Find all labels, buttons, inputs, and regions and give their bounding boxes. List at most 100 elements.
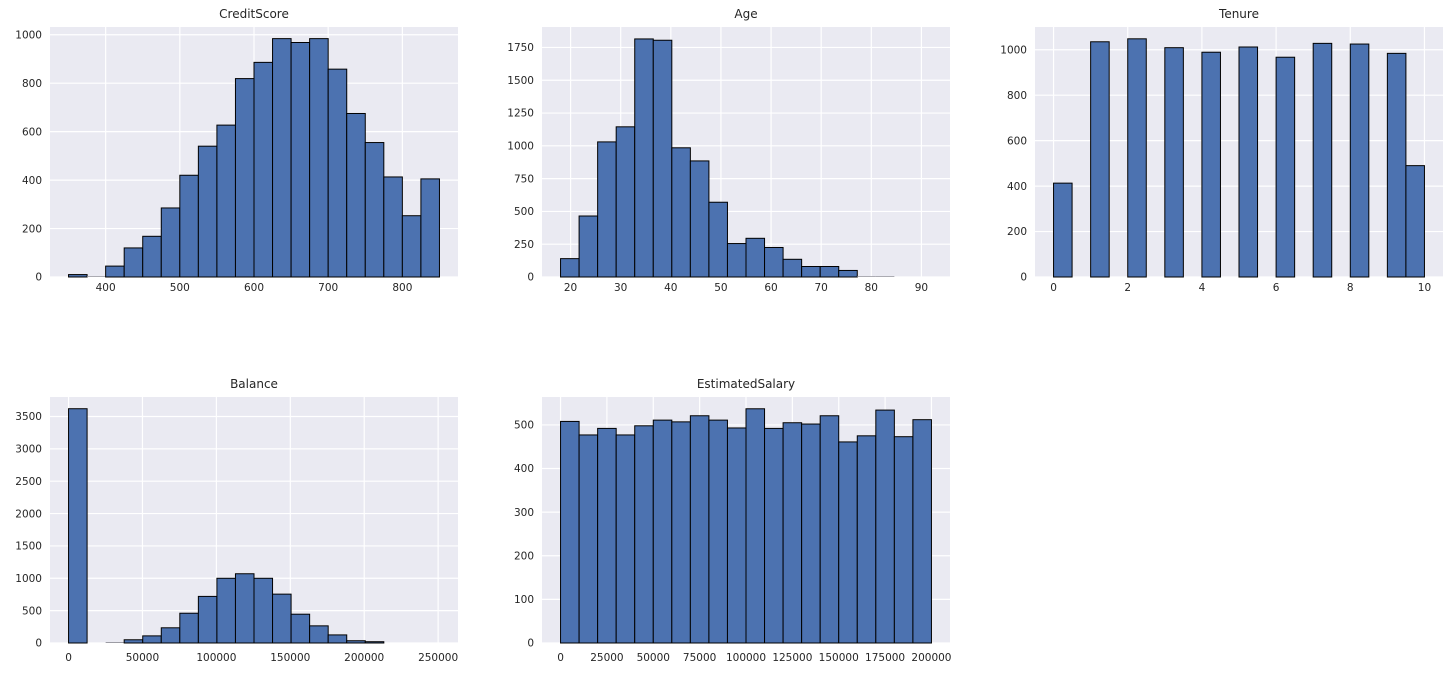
histogram-bar (68, 274, 88, 278)
histogram-bar (1275, 56, 1296, 278)
y-tick-label: 1500 (15, 541, 42, 553)
histogram-bar (142, 235, 162, 278)
y-tick-label: 500 (22, 605, 42, 617)
histogram-bar (708, 419, 728, 644)
x-tick-label: 60 (764, 282, 777, 294)
histogram-bar (179, 174, 199, 278)
y-tick-label: 100 (514, 594, 534, 606)
histogram-bar (142, 635, 162, 644)
x-tick-label: 200000 (911, 652, 951, 664)
y-tick-label: 2500 (15, 476, 42, 488)
histogram-bar (1238, 46, 1259, 278)
histogram-bar (364, 641, 385, 644)
histogram-bar (197, 145, 218, 278)
histogram-bar (782, 258, 803, 278)
x-tick-label: 600 (244, 282, 264, 294)
x-tick-label: 2 (1124, 282, 1131, 294)
histogram-bar (689, 160, 710, 278)
y-tick-label: 1000 (1000, 44, 1027, 56)
histogram-bar (764, 246, 784, 278)
y-tick-label: 0 (527, 638, 534, 650)
histogram-bar (560, 258, 580, 278)
y-tick-label: 1500 (507, 75, 534, 87)
histogram-bar (764, 427, 784, 644)
histogram-bar (1201, 51, 1221, 278)
y-tick-label: 1000 (15, 29, 42, 41)
y-tick-label: 600 (1007, 135, 1027, 147)
x-tick-label: 4 (1199, 282, 1206, 294)
y-tick-label: 300 (514, 507, 534, 519)
histogram-bar (912, 419, 932, 644)
histogram-bar (234, 78, 255, 278)
x-tick-label: 700 (318, 282, 338, 294)
y-tick-label: 0 (527, 272, 534, 284)
histogram-bar (327, 634, 348, 644)
histogram-bar (179, 612, 199, 644)
x-tick-label: 8 (1347, 282, 1354, 294)
y-tick-label: 400 (22, 175, 42, 187)
x-tick-label: 20 (564, 282, 577, 294)
histogram-bar (1405, 165, 1425, 278)
histogram-bar (197, 595, 218, 644)
x-tick-label: 400 (96, 282, 116, 294)
y-tick-label: 0 (35, 638, 42, 650)
x-tick-label: 500 (170, 282, 190, 294)
histogram-bar (615, 126, 636, 278)
histogram-bar (801, 423, 821, 644)
x-tick-label: 25000 (590, 652, 623, 664)
chart-creditscore: 0 200 400 600 800 1000 400 500 600 700 800 (15, 27, 458, 294)
histogram-bar (652, 39, 673, 278)
histogram-bar (420, 178, 440, 278)
x-tick-label: 800 (392, 282, 412, 294)
y-tick-label: 3500 (15, 411, 42, 423)
histogram-bar (1164, 47, 1184, 278)
x-tick-label: 100000 (196, 652, 236, 664)
y-tick-label: 1250 (507, 108, 534, 120)
y-tick-label: 200 (514, 550, 534, 562)
y-tick-label: 600 (22, 126, 42, 138)
y-tick-label: 1750 (507, 42, 534, 54)
histogram-bar (253, 577, 274, 644)
y-tick-label: 800 (22, 78, 42, 90)
x-tick-label: 90 (915, 282, 928, 294)
x-tick-label: 30 (614, 282, 627, 294)
histogram-bar (234, 573, 255, 644)
histogram-bar (671, 147, 691, 278)
histogram-bar (652, 419, 673, 644)
y-tick-label: 500 (514, 206, 534, 218)
histogram-bar (801, 266, 821, 278)
histogram-bar (819, 266, 840, 278)
chart-title-creditscore: CreditScore (219, 7, 289, 21)
histogram-bar (689, 415, 710, 644)
x-tick-label: 75000 (683, 652, 716, 664)
histogram-bar (726, 243, 747, 278)
y-tick-label: 200 (22, 223, 42, 235)
histogram-bar (1349, 43, 1370, 278)
chart-title-estimatedsalary: EstimatedSalary (696, 377, 796, 391)
histogram-bar (634, 425, 654, 644)
x-tick-label: 200000 (344, 652, 384, 664)
histogram-bar (364, 142, 385, 278)
x-tick-label: 80 (865, 282, 878, 294)
histogram-bar (123, 247, 144, 278)
histogram-bar (893, 436, 914, 644)
y-tick-label: 0 (1020, 272, 1027, 284)
y-tick-label: 750 (514, 173, 534, 185)
chart-balance: 0 500 1000 1500 2000 2500 3000 3500 0 50000 100000… (15, 397, 458, 664)
histogram-bar (578, 434, 599, 644)
histogram-bar (401, 215, 422, 278)
histogram-bar (290, 42, 311, 278)
x-tick-label: 0 (65, 652, 72, 664)
x-tick-label: 0 (1050, 282, 1057, 294)
y-tick-label: 1000 (507, 141, 534, 153)
x-tick-label: 6 (1273, 282, 1280, 294)
histogram-bar (160, 627, 181, 644)
y-tick-label: 0 (35, 272, 42, 284)
y-tick-label: 3000 (15, 444, 42, 456)
histogram-bar (597, 427, 617, 644)
histogram-bar (838, 269, 858, 278)
x-tick-label: 50000 (637, 652, 670, 664)
histogram-bar (708, 201, 728, 278)
histogram-bar (857, 276, 876, 277)
